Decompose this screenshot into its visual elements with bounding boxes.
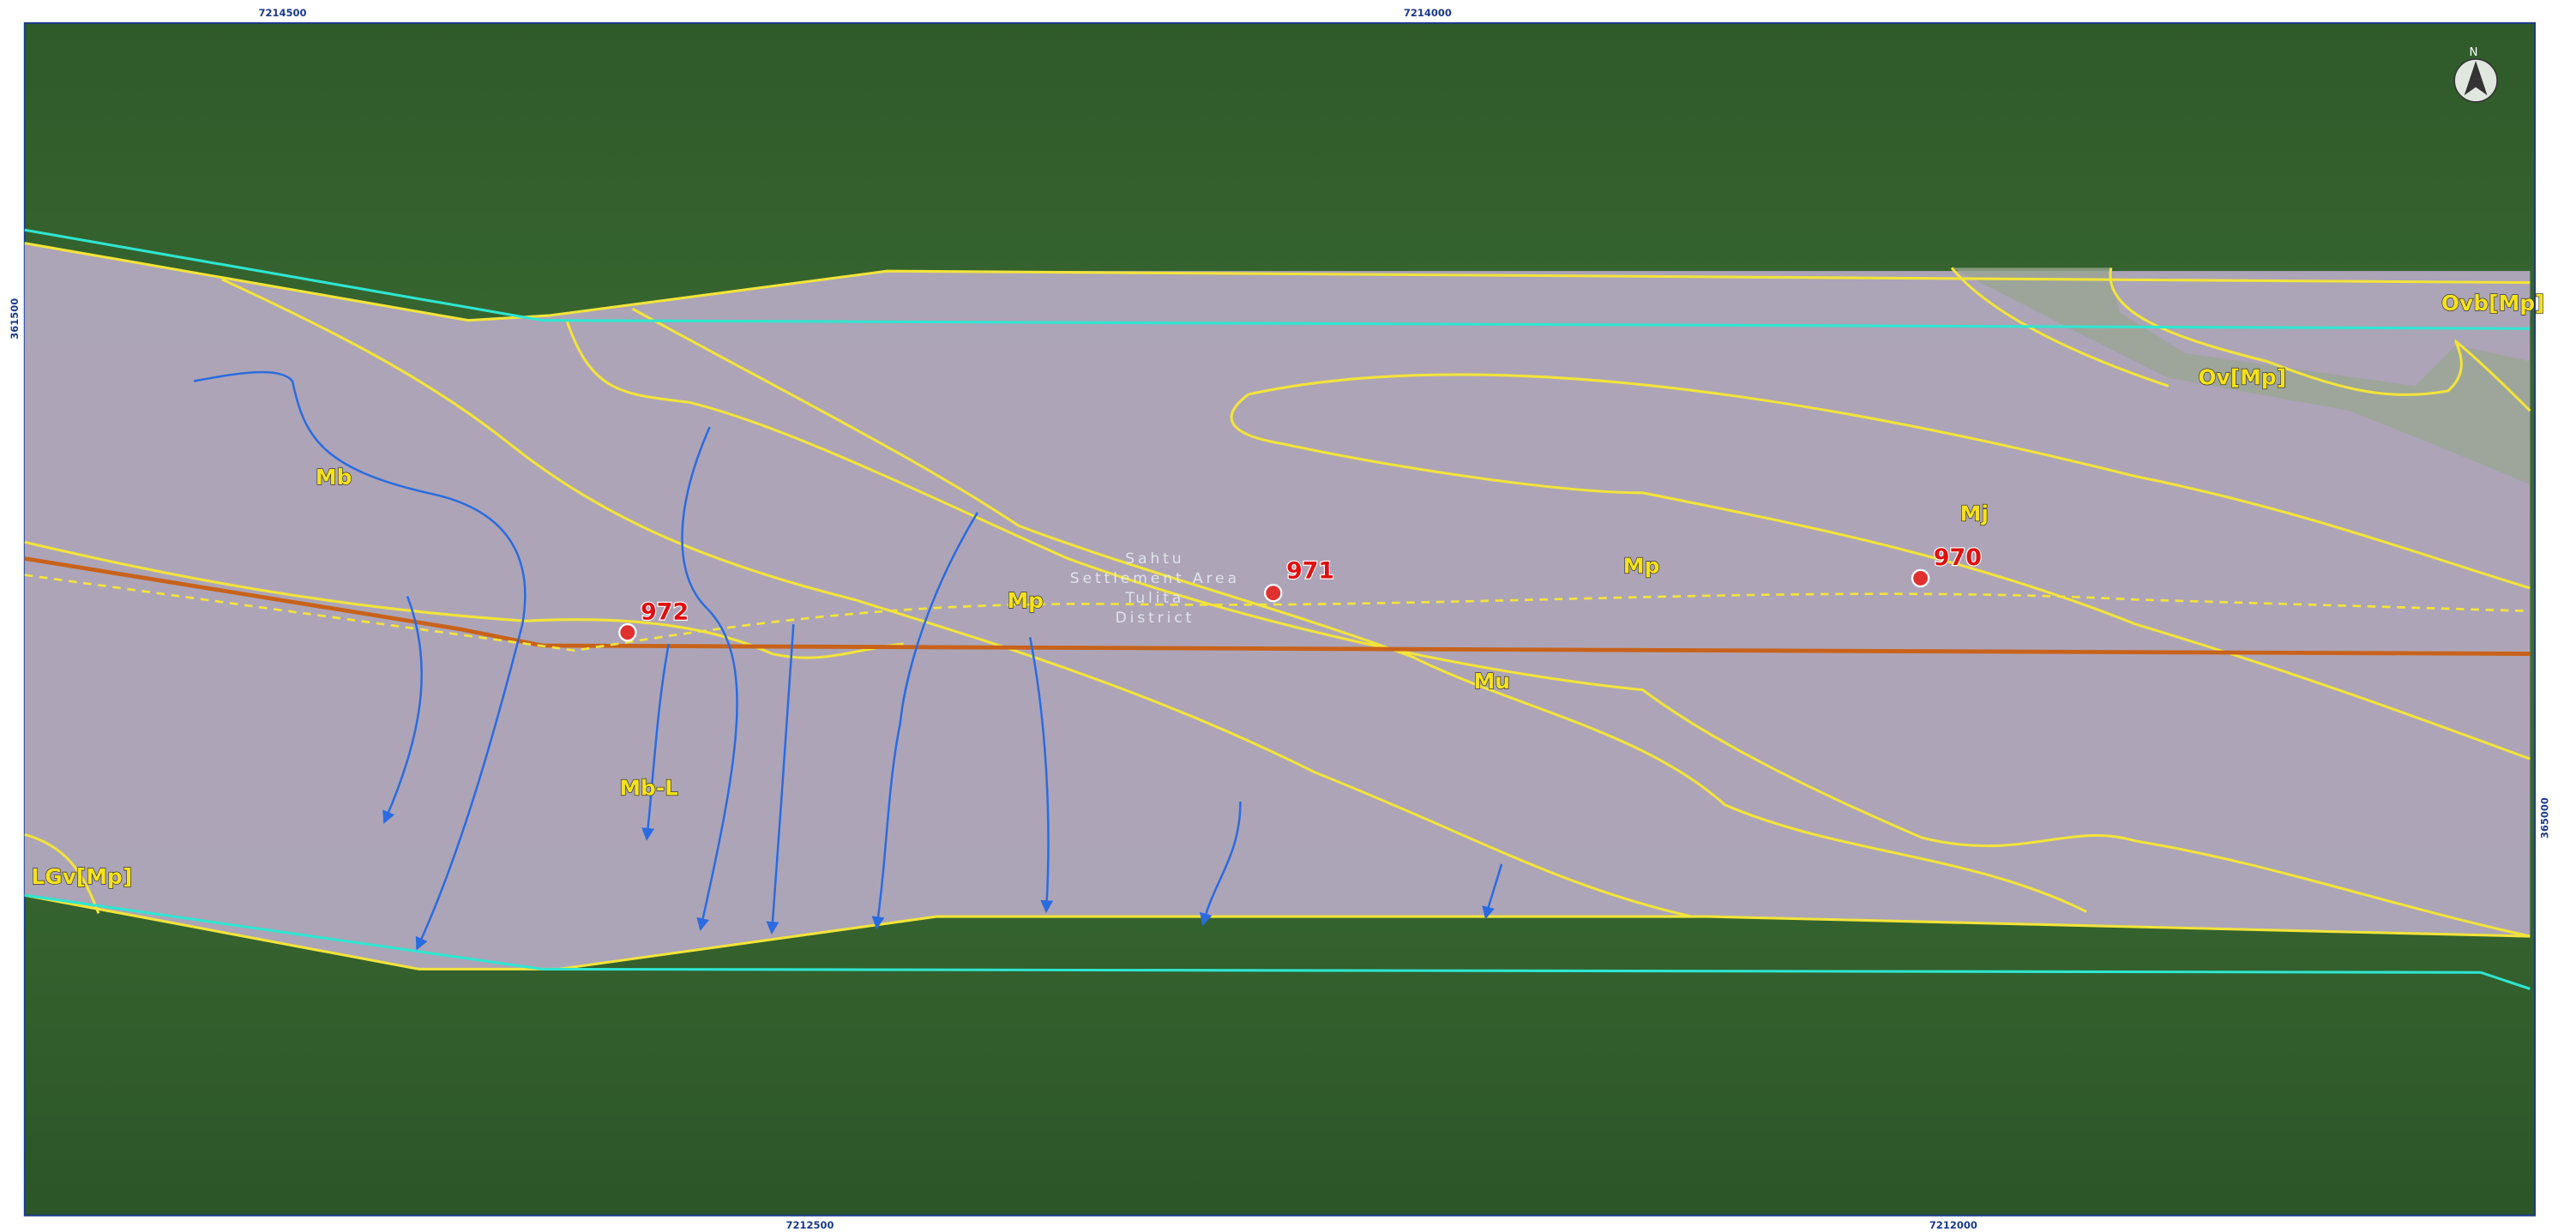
unit-label: Ovb[Mp] xyxy=(2441,291,2545,316)
boundary-line xyxy=(24,228,2531,330)
grid-label: 365000 xyxy=(2538,797,2550,838)
grid-label: 361500 xyxy=(9,298,21,340)
kp-label: 970 xyxy=(1934,544,1982,571)
ov-area xyxy=(1951,267,2531,485)
grid-label: 7214500 xyxy=(259,7,307,19)
unit-label: Mb-L xyxy=(619,775,678,800)
unit-label: Mp xyxy=(1007,588,1044,613)
north-label: N xyxy=(2469,46,2477,59)
kp-label: 972 xyxy=(641,598,689,625)
grid-label: 7212000 xyxy=(1929,1219,1977,1231)
boundary-line xyxy=(24,893,2531,990)
unit-boundaries xyxy=(24,242,2531,971)
unit-label: Ov[Mp] xyxy=(2198,364,2286,389)
grid-label: 7214000 xyxy=(1404,7,1452,19)
unit-label: LGv[Mp] xyxy=(31,864,132,889)
area-label: Settlement Area xyxy=(1070,570,1240,587)
pipeline xyxy=(24,556,2531,656)
unit-label: Mj xyxy=(1960,501,1989,526)
unit-label: Mp xyxy=(1623,554,1660,579)
grid-label: 7212500 xyxy=(786,1219,834,1231)
unit-label: Mb xyxy=(316,465,352,490)
unit-label: Mu xyxy=(1473,669,1510,694)
streams xyxy=(193,370,1503,951)
kp-symbols xyxy=(618,568,1930,642)
north-arrow: N xyxy=(2453,46,2498,103)
area-label: Tulita xyxy=(1124,590,1184,607)
area-label: Sahtu xyxy=(1125,550,1184,568)
kp-label: 971 xyxy=(1286,557,1334,584)
route-line xyxy=(24,574,2531,652)
area-label: District xyxy=(1116,610,1195,627)
